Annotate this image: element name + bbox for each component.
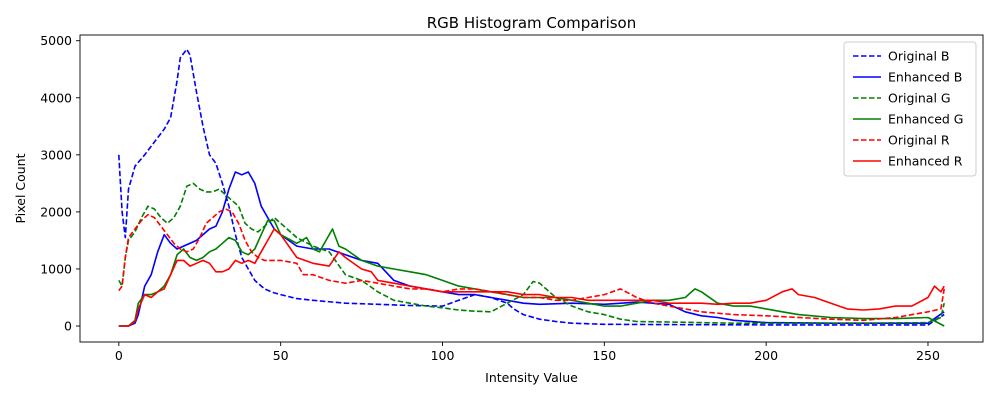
plot-frame: [79, 34, 984, 343]
series-line-original-b: [118, 48, 945, 326]
x-axis-ticks: 0 50 100 150 200 250: [115, 342, 940, 363]
y-axis-ticks: 0 1000 2000 3000 4000 5000: [40, 33, 80, 334]
x-tick-label: 0: [115, 348, 123, 363]
y-tick-label: 1000: [40, 261, 72, 276]
x-tick-label: 200: [754, 348, 778, 363]
x-tick-label: 250: [916, 348, 940, 363]
series-line-enhanced-r: [118, 228, 945, 327]
legend-label: Original G: [888, 91, 951, 106]
legend-label: Enhanced R: [888, 154, 963, 169]
series-line-original-g: [118, 182, 945, 324]
series-line-enhanced-g: [118, 219, 945, 327]
axes: [79, 34, 984, 343]
y-tick-label: 5000: [40, 33, 72, 48]
y-tick-label: 0: [64, 319, 72, 334]
legend-label: Original B: [888, 49, 949, 64]
legend-label: Enhanced B: [888, 70, 962, 85]
chart-title: RGB Histogram Comparison: [427, 14, 637, 32]
series-line-original-r: [118, 208, 945, 322]
x-tick-label: 50: [273, 348, 289, 363]
series-line-enhanced-b: [118, 171, 945, 327]
plot-area: [118, 48, 945, 327]
x-tick-label: 150: [592, 348, 616, 363]
legend: Original B Enhanced B Original G Enhanced G…: [843, 41, 977, 177]
y-tick-label: 4000: [40, 90, 72, 105]
x-tick-label: 100: [431, 348, 455, 363]
y-tick-label: 3000: [40, 147, 72, 162]
legend-label: Original R: [888, 133, 950, 148]
legend-box: [843, 41, 977, 177]
y-tick-label: 2000: [40, 204, 72, 219]
y-axis-label: Pixel Count: [13, 153, 28, 223]
x-axis-label: Intensity Value: [485, 370, 578, 385]
legend-label: Enhanced G: [888, 112, 963, 127]
